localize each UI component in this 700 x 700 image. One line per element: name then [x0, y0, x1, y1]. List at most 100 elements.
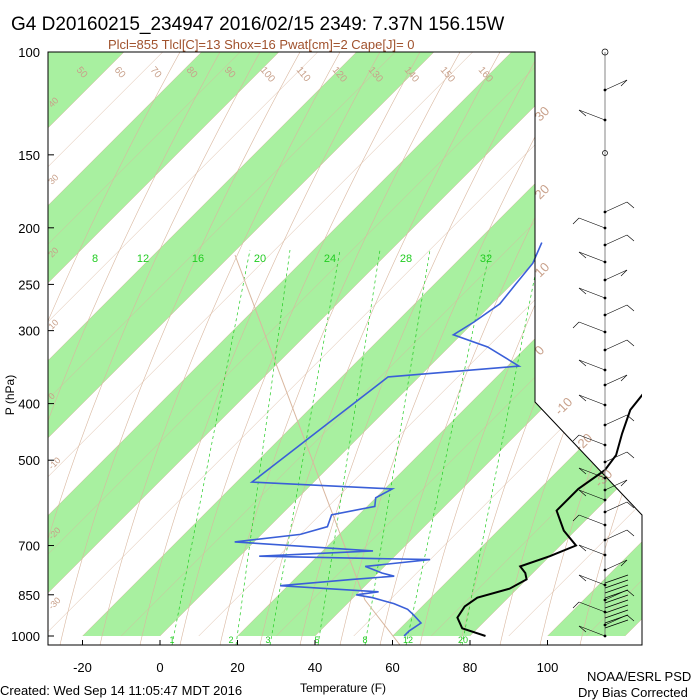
- mixing-ratio-bottom-label: 2: [228, 635, 233, 645]
- isotherm-left-label: -10: [46, 455, 62, 471]
- wind-barb-flag: [578, 394, 587, 402]
- wind-barb: [604, 594, 629, 604]
- isotherm: [48, 52, 163, 168]
- temperature-profile: [456, 393, 642, 637]
- wind-barb-flag: [578, 574, 587, 582]
- wind-barb: [578, 601, 606, 613]
- wind-staff: [572, 48, 635, 638]
- credit-line-1: NOAA/ESRL PSD: [587, 669, 691, 684]
- wind-barb-flag: [620, 559, 628, 567]
- mixing-ratio-lines: [171, 249, 541, 645]
- isotherm: [508, 502, 642, 637]
- dry-adiabat: [48, 52, 261, 541]
- dry-adiabat-label: 70: [148, 65, 164, 81]
- wind-area-mask: [535, 52, 642, 515]
- dry-adiabat: [339, 52, 581, 645]
- x-tick-label: -20: [73, 660, 92, 675]
- x-tick-label: 80: [463, 660, 477, 675]
- wind-barb: [578, 625, 606, 637]
- dry-adiabat: [579, 436, 642, 645]
- isotherm: [48, 52, 357, 361]
- sounding-profiles: [234, 242, 642, 637]
- wind-barb-flag: [578, 544, 587, 552]
- y-tick-label: 250: [18, 277, 40, 292]
- mixing-ratio-line: [317, 249, 381, 645]
- wind-barb: [578, 394, 606, 406]
- x-tick-label: 0: [156, 660, 163, 675]
- y-tick-label: 700: [18, 539, 40, 554]
- wind-barb: [578, 467, 606, 479]
- y-tick-label: 500: [18, 453, 40, 468]
- x-tick-label: 20: [230, 660, 244, 675]
- wind-barb-flag: [572, 217, 580, 225]
- isotherm: [198, 192, 642, 637]
- isotherm: [392, 386, 642, 637]
- dry-adiabat: [179, 52, 421, 645]
- wind-barb: [604, 479, 628, 491]
- wind-barb: [604, 559, 628, 571]
- isotherm: [48, 52, 435, 439]
- mixing-ratio-label: 8: [92, 253, 98, 265]
- wind-barb: [578, 574, 606, 586]
- mixing-ratio-label: 20: [254, 253, 266, 265]
- dry-adiabat: [99, 52, 341, 645]
- mixing-ratio-line: [461, 249, 541, 645]
- wind-barb: [604, 79, 628, 91]
- mixing-ratio-bottom-label: 5: [314, 635, 319, 645]
- wind-barb: [578, 434, 606, 446]
- wind-barb: [604, 414, 628, 426]
- wind-barb-flag: [620, 374, 628, 382]
- mixing-ratio-label: 24: [324, 253, 336, 265]
- mixing-ratio-bottom-label: 12: [403, 635, 413, 645]
- wind-barb: [604, 501, 628, 513]
- wind-barb: [604, 604, 629, 614]
- mixing-ratio-bottom-label: 1: [169, 635, 174, 645]
- wind-barb: [578, 489, 606, 501]
- wind-barb-flag: [626, 414, 635, 422]
- isotherm: [48, 52, 628, 633]
- indices-line: Plcl=855 Tlcl[C]=13 Shox=16 Pwat[cm]=2 C…: [108, 37, 415, 52]
- wind-barb: [604, 584, 629, 594]
- wind-barb: [578, 109, 606, 121]
- wind-barb: [604, 574, 629, 584]
- wind-barb-flag: [620, 479, 628, 487]
- isotherm: [48, 52, 318, 323]
- isotherm: [469, 463, 642, 637]
- isotherm: [48, 52, 202, 206]
- wind-barb-flag: [578, 359, 587, 367]
- isotherm: [48, 52, 473, 478]
- mixing-ratio-line: [364, 249, 431, 645]
- isotherm: [48, 52, 396, 400]
- wind-barb-flag: [626, 339, 635, 347]
- x-axis-label: Temperature (F): [300, 681, 386, 695]
- wind-barb: [604, 619, 629, 629]
- mixing-ratio-line: [269, 249, 341, 645]
- wind-barb: [604, 304, 628, 316]
- wind-barb: [604, 234, 628, 246]
- created-timestamp: Created: Wed Sep 14 11:05:47 MDT 2016: [0, 683, 242, 698]
- dry-adiabat: [48, 52, 221, 422]
- y-tick-label: 150: [18, 148, 40, 163]
- wind-barb: [604, 579, 629, 589]
- dry-adiabat: [259, 52, 501, 645]
- wind-barb-flag: [626, 451, 635, 459]
- isotherm-left-label: 0: [46, 391, 57, 402]
- wind-barb-flag: [626, 234, 635, 242]
- mixing-ratio-bottom-label: 8: [362, 635, 367, 645]
- calm-circle: [602, 150, 608, 156]
- y-tick-label: 400: [18, 397, 40, 412]
- wind-barb: [604, 609, 629, 619]
- wind-barb-flag: [620, 269, 628, 277]
- mixing-ratio-line: [171, 249, 251, 645]
- wind-barb-flag: [626, 501, 635, 509]
- wind-barb-flag: [572, 321, 580, 329]
- wind-barb-flag: [626, 589, 635, 597]
- wind-barb: [604, 529, 628, 541]
- parcel-path: [234, 254, 401, 646]
- mixing-ratio-bottom-label: 20: [458, 635, 468, 645]
- isotherm: [48, 52, 512, 516]
- isotherm: [48, 52, 280, 284]
- wind-barb: [604, 374, 628, 386]
